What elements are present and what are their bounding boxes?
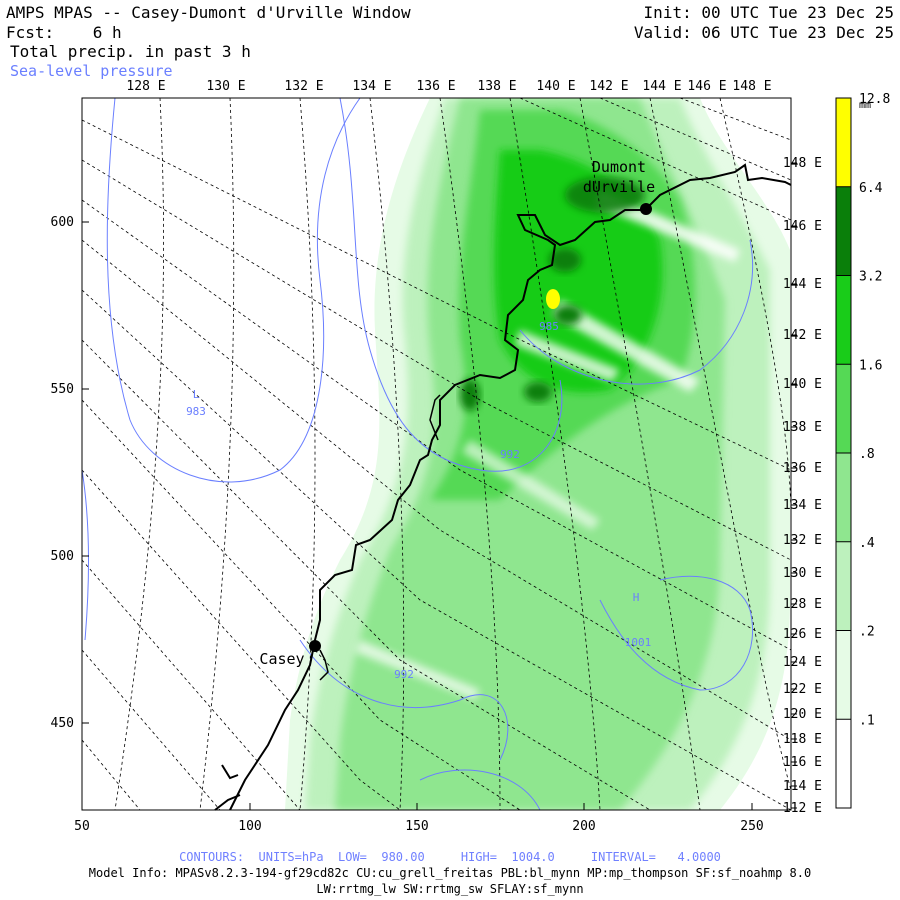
overlay-name: Sea-level pressure [10,62,173,80]
forecast-hour: Fcst: 6 h [6,24,122,42]
colorbar-level-label: 1.6 [859,358,882,373]
top-lon-label: 138 E [477,79,516,94]
colorbar-level-label: 6.4 [859,181,883,196]
map-labels: 128 E 130 E 132 E 134 E 136 E 138 E 140 E 142 E… [51,79,822,834]
right-lon-label: 138 E [783,420,822,435]
right-lon-label: 130 E [783,566,822,581]
top-lon-label: 132 E [284,79,323,94]
pressure-label: 985 [539,320,559,333]
colorbar-level-label: .8 [859,447,875,462]
y-tick-label: 500 [51,549,74,564]
map-frame [81,97,792,811]
top-lon-label: 130 E [206,79,245,94]
colorbar-segment [836,541,851,631]
map-title: AMPS MPAS -- Casey-Dumont d'Urville Wind… [6,3,411,22]
durville-label: dUrville [583,178,655,196]
axis-ticks [81,162,797,810]
x-tick-label: 100 [238,819,261,834]
pressure-label: 992 [394,668,414,681]
right-lon-label: 120 E [783,707,822,722]
forecast-label: Fcst: [6,23,55,42]
top-lon-label: 134 E [352,79,391,94]
x-tick-label: 200 [572,819,595,834]
pressure-label: 1001 [625,636,652,649]
valid-time: Valid: 06 UTC Tue 23 Dec 25 [633,23,894,42]
y-tick-label: 600 [51,215,74,230]
right-lon-label: 118 E [783,732,822,747]
graticule [82,98,791,810]
dumont-durville-marker [640,203,652,215]
colorbar-level-label: .2 [859,625,875,640]
colorbar-unit: mm [859,100,871,111]
model-info-physics: LW:rrtmg_lw SW:rrtmg_sw SFLAY:sf_mynn [316,882,584,896]
casey-label: Casey [259,650,304,668]
model-info: Model Info: MPASv8.2.3-194-gf29cd82c CU:… [88,866,812,880]
colorbar-level-label: .1 [859,713,875,728]
top-lon-label: 140 E [536,79,575,94]
right-lon-label: 128 E [783,597,822,612]
colorbar-level-label: .4 [859,536,875,551]
top-lon-label: 146 E [687,79,726,94]
contour-info: CONTOURS: UNITS=hPa LOW= 980.00 HIGH= 10… [179,850,721,864]
precip-field [285,98,790,810]
right-lon-label: 134 E [783,498,822,513]
right-lon-label: 122 E [783,682,822,697]
colorbar-segment [836,364,851,453]
precip-colorbar: .1 .2 .4 .8 1.6 3.2 6.4 12.8mm [835,92,890,809]
init-time: Init: 00 UTC Tue 23 Dec 25 [643,3,894,22]
x-tick-label: 250 [740,819,763,834]
colorbar-level-label: 3.2 [859,270,882,285]
colorbar-segment [836,453,851,542]
colorbar-level-label: 12.8 [859,92,890,107]
top-lon-label: 148 E [732,79,771,94]
pressure-label: H [633,591,640,604]
top-lon-label: 144 E [642,79,681,94]
pressure-isobars [82,98,754,810]
colorbar-segment [836,98,851,187]
colorbar-segment [836,275,851,365]
casey-marker [309,640,321,652]
max-precip-core [546,289,560,309]
top-lon-label: 128 E [126,79,165,94]
colorbar-segment [836,186,851,276]
right-lon-label: 112 E [783,801,822,816]
right-lon-label: 148 E [783,156,822,171]
colorbar-segment [836,630,851,720]
dumont-durville-station [640,203,652,215]
right-lon-label: 114 E [783,779,822,794]
right-lon-label: 124 E [783,655,822,670]
pressure-label: 983 [186,405,206,418]
x-tick-label: 150 [405,819,428,834]
forecast-value: 6 h [92,23,122,42]
right-lon-label: 136 E [783,461,822,476]
right-lon-label: 144 E [783,277,822,292]
pressure-label: L [193,388,200,401]
field-name: Total precip. in past 3 h [10,42,251,61]
dumont-label: Dumont [592,158,646,176]
right-lon-label: 132 E [783,533,822,548]
top-lon-label: 136 E [416,79,455,94]
colorbar-segment [836,719,851,808]
right-lon-label: 126 E [783,627,822,642]
right-lon-label: 140 E [783,377,822,392]
x-tick-label: 50 [74,819,90,834]
y-tick-label: 450 [51,716,74,731]
casey-station [309,640,321,652]
right-lon-label: 146 E [783,219,822,234]
right-lon-label: 116 E [783,755,822,770]
pressure-label: 992 [500,448,520,461]
right-lon-label: 142 E [783,328,822,343]
top-lon-label: 142 E [589,79,628,94]
y-tick-label: 550 [51,382,74,397]
